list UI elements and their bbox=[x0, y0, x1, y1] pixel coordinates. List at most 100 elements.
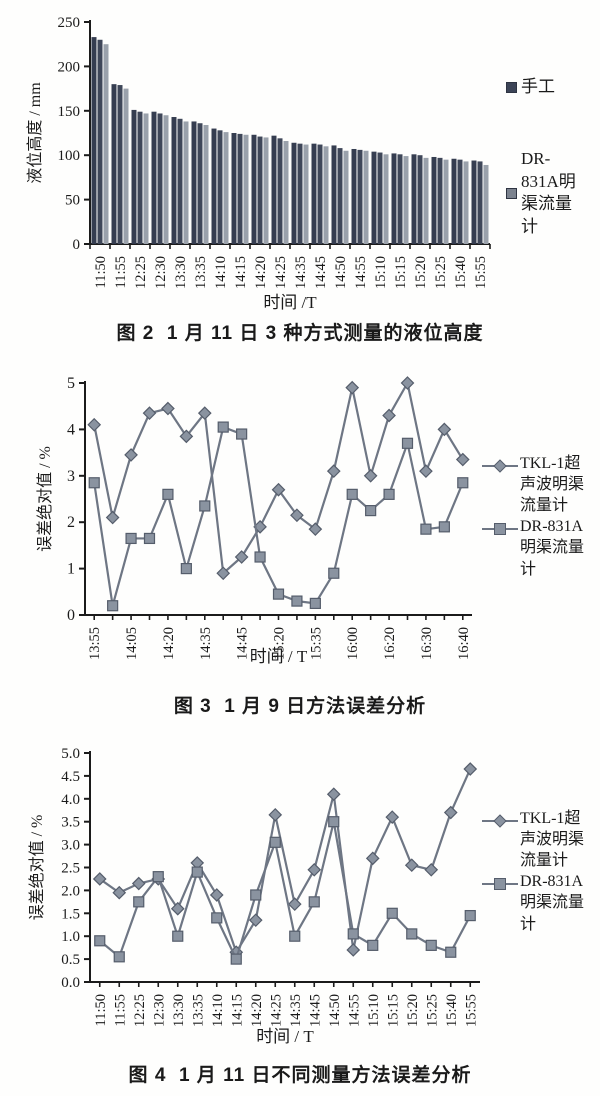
x-tick-label: 15:40 bbox=[444, 994, 460, 1027]
bar bbox=[171, 117, 177, 244]
x-tick-label: 14:20 bbox=[253, 256, 269, 289]
diamond-marker bbox=[326, 787, 341, 802]
diamond-marker bbox=[170, 901, 185, 916]
x-axis-title: 时间 / T bbox=[250, 647, 308, 666]
square-marker bbox=[401, 437, 414, 449]
x-tick-label: 14:50 bbox=[333, 256, 349, 289]
series-line bbox=[99, 768, 472, 955]
square-marker bbox=[217, 421, 229, 433]
bar bbox=[391, 153, 397, 244]
bar bbox=[477, 161, 483, 244]
legend-label: 手工 bbox=[521, 77, 555, 96]
bar bbox=[417, 155, 423, 244]
diamond-marker bbox=[385, 810, 400, 824]
y-tick-label: 0.5 bbox=[61, 952, 80, 968]
bar bbox=[431, 156, 437, 244]
y-tick-label: 100 bbox=[58, 148, 81, 164]
bar bbox=[137, 111, 143, 244]
x-tick-label: 11:55 bbox=[112, 994, 128, 1027]
y-tick-label: 200 bbox=[58, 59, 81, 75]
square-marker bbox=[254, 551, 266, 563]
x-tick-label: 14:35 bbox=[293, 256, 309, 289]
figure-2-legend: 手工 DR-831A明渠流量计 bbox=[506, 76, 587, 238]
y-axis-title: 误差绝对值 / % bbox=[28, 815, 46, 921]
bar-series-0 bbox=[91, 37, 477, 244]
bar bbox=[131, 109, 137, 244]
y-tick-label: 4.5 bbox=[61, 769, 80, 785]
y-tick-labels: 0 1 2 3 4 5 bbox=[67, 375, 85, 624]
line-series-1 bbox=[88, 421, 469, 612]
x-tick-label: 15:20 bbox=[413, 256, 429, 289]
square-marker bbox=[152, 871, 164, 883]
diamond-marker bbox=[346, 943, 361, 957]
square-marker bbox=[113, 951, 125, 963]
bar bbox=[103, 44, 109, 245]
diamond-marker bbox=[404, 858, 419, 873]
x-tick-label: 11:55 bbox=[113, 256, 129, 289]
diamond-marker bbox=[131, 876, 146, 891]
jan11-error-line-chart-svg: 0.0 0.5 1.0 1.5 2.0 2.5 3.0 3.5 4.0 4.5 5.0 11:50 11… bbox=[28, 746, 480, 1046]
diamond-marker bbox=[290, 508, 304, 523]
diamond-marker bbox=[271, 482, 286, 497]
bar bbox=[243, 134, 249, 244]
x-tick-label: 12:30 bbox=[153, 256, 169, 289]
x-tick-labels: 11:50 11:55 12:25 12:30 13:30 13:35 14:10 14:15… bbox=[89, 244, 491, 289]
bar bbox=[411, 154, 417, 244]
square-marker bbox=[88, 477, 100, 489]
diamond-marker bbox=[307, 862, 322, 877]
x-tick-label: 13:30 bbox=[173, 256, 189, 289]
y-tick-label: 2 bbox=[67, 514, 75, 531]
bar bbox=[291, 142, 297, 244]
square-marker bbox=[162, 488, 174, 500]
x-tick-label: 16:00 bbox=[345, 627, 361, 660]
x-tick-label: 14:55 bbox=[346, 994, 362, 1027]
bar bbox=[457, 159, 463, 244]
square-marker bbox=[438, 521, 450, 533]
bar bbox=[377, 152, 383, 244]
diamond-marker bbox=[161, 401, 175, 416]
bar bbox=[217, 130, 223, 244]
bar bbox=[283, 140, 289, 244]
square-marker bbox=[445, 946, 457, 958]
x-axis-title: 时间 /T bbox=[263, 293, 317, 312]
x-tick-label: 14:20 bbox=[249, 994, 265, 1027]
x-tick-label: 15:25 bbox=[424, 994, 440, 1027]
bar bbox=[151, 111, 157, 244]
bar bbox=[223, 132, 229, 244]
y-axis-title: 误差绝对值 / % bbox=[36, 446, 54, 552]
x-tick-label: 14:25 bbox=[268, 994, 284, 1027]
y-tick-label: 50 bbox=[65, 193, 80, 209]
legend-item-dr831a: DR-831A明渠流量计 bbox=[482, 871, 590, 934]
diamond-marker bbox=[197, 406, 212, 421]
x-tick-label: 13:30 bbox=[171, 994, 187, 1027]
y-tick-label: 250 bbox=[58, 15, 81, 31]
square-marker bbox=[133, 896, 145, 908]
bar bbox=[297, 143, 303, 244]
bar bbox=[263, 137, 269, 244]
x-tick-label: 14:55 bbox=[353, 256, 369, 289]
dr831a-square-line-icon bbox=[482, 523, 518, 536]
legend-item-manual: 手工 bbox=[506, 76, 587, 98]
x-tick-label: 15:25 bbox=[433, 256, 449, 289]
square-marker bbox=[107, 600, 119, 612]
x-tick-label: 15:35 bbox=[308, 627, 324, 660]
x-tick-label: 14:35 bbox=[288, 994, 304, 1027]
square-marker bbox=[420, 523, 432, 535]
x-tick-label: 12:25 bbox=[133, 256, 149, 289]
square-marker bbox=[365, 505, 377, 517]
y-tick-label: 4 bbox=[67, 421, 75, 438]
diamond-marker bbox=[437, 422, 452, 437]
x-tick-label: 14:10 bbox=[210, 994, 226, 1027]
square-marker bbox=[291, 595, 303, 607]
bar bbox=[397, 154, 403, 244]
x-tick-label: 15:55 bbox=[463, 994, 479, 1027]
x-tick-label: 14:10 bbox=[213, 256, 229, 289]
diamond-marker bbox=[287, 897, 302, 911]
x-tick-label: 13:35 bbox=[190, 994, 206, 1027]
square-marker bbox=[406, 928, 418, 940]
figure-2-caption: 图 2 1 月 11 日 3 种方式测量的液位高度 bbox=[116, 323, 484, 344]
legend-item-tkl1: TKL-1超声波明渠流量计 bbox=[482, 453, 590, 516]
x-tick-label: 16:40 bbox=[456, 627, 472, 660]
bar bbox=[451, 158, 457, 244]
square-marker bbox=[347, 928, 359, 940]
